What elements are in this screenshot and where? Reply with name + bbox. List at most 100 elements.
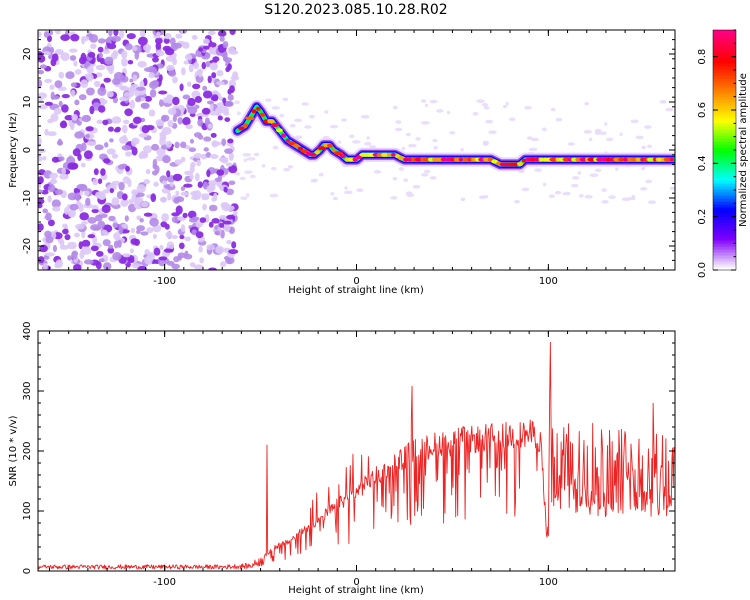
faint-speckle [244,170,253,174]
ridge-hotspot [339,154,347,159]
noise-speckle [215,245,225,254]
faint-speckle [645,179,653,184]
faint-speckle [550,107,556,112]
faint-speckle [584,195,593,199]
faint-speckle [541,127,547,132]
noise-speckle [109,188,115,194]
noise-speckle [132,74,138,82]
noise-speckle [74,99,80,106]
faint-speckle [309,114,315,119]
y-tick-label: 0 [22,147,33,153]
noise-speckle [140,117,146,123]
noise-speckle [75,223,85,230]
noise-speckle [225,188,234,196]
noise-speckle [208,267,217,270]
faint-speckle [324,110,329,114]
faint-speckle [424,103,429,108]
noise-speckle [177,117,183,125]
noise-speckle [210,62,217,70]
noise-speckle [72,148,81,157]
faint-speckle [401,146,406,151]
colorbar-step [713,246,736,250]
colorbar-step [713,132,736,136]
noise-speckle [191,195,201,200]
noise-speckle [163,33,172,40]
noise-speckle [199,257,205,264]
noise-speckle [81,239,91,248]
noise-speckle [208,42,217,48]
noise-speckle [203,147,209,152]
noise-speckle [64,234,71,241]
noise-speckle [198,47,204,52]
noise-speckle [144,67,153,72]
noise-speckle [94,80,101,88]
ridge-hotspot [300,149,309,154]
noise-speckle [86,87,95,96]
faint-speckle [330,192,335,196]
noise-speckle [113,30,119,36]
noise-speckle [153,181,159,187]
noise-speckle [129,78,134,83]
faint-speckle [420,99,427,103]
noise-speckle [194,96,202,103]
faint-speckle [447,110,451,115]
noise-speckle [52,244,58,253]
faint-speckle [488,130,497,134]
faint-speckle [436,109,444,113]
noise-speckle [129,248,134,254]
noise-speckle [65,71,75,79]
noise-speckle [58,71,65,79]
faint-speckle [630,119,639,124]
colorbar-step [713,252,736,256]
noise-speckle [161,213,170,222]
noise-speckle [99,97,105,103]
noise-speckle [172,115,177,122]
noise-speckle [101,204,111,214]
colorbar-tick-label: 0.8 [697,49,708,65]
noise-speckle [198,246,203,253]
faint-speckle [395,127,403,132]
noise-speckle [169,37,176,46]
noise-speckle [127,60,134,65]
noise-speckle [215,107,222,115]
noise-speckle [76,183,87,190]
faint-speckle [601,200,609,204]
noise-speckle [218,215,228,220]
noise-speckle [143,178,150,185]
noise-speckle [70,89,76,97]
noise-speckle [167,192,172,201]
colorbar: 0.0 0.2 0.4 0.6 0.8 Normalized spectral ampl… [697,29,749,278]
ridge-hotspot [380,152,389,157]
ridge-hotspot [297,146,304,151]
noise-speckle [227,94,234,101]
noise-speckle [216,169,225,176]
noise-speckle [95,261,102,270]
ridge-hotspot [627,157,632,162]
faint-speckle [572,176,580,180]
noise-speckle [97,87,107,96]
faint-speckle [485,119,494,124]
noise-speckle [221,157,229,164]
noise-speckle [98,38,106,44]
noise-speckle [80,162,86,168]
ridge-hotspot [516,162,524,167]
noise-speckle [47,195,52,203]
noise-speckle [202,90,213,99]
noise-speckle [211,94,219,102]
noise-speckle [175,190,180,196]
colorbar-tick-label: 0.6 [697,102,708,118]
faint-speckle [246,157,256,161]
colorbar-step [713,147,736,151]
colorbar-step [713,135,736,139]
noise-speckle [140,231,149,236]
x-tick-label: -100 [153,577,176,588]
colorbar-step [713,237,736,241]
colorbar-step [713,198,736,202]
y-tick-label: 100 [22,501,33,520]
ridge-hotspot [332,148,337,153]
noise-speckle [206,100,215,105]
noise-speckle [166,260,175,266]
noise-speckle [112,50,119,58]
noise-speckle [111,153,119,159]
noise-speckle [42,208,48,214]
